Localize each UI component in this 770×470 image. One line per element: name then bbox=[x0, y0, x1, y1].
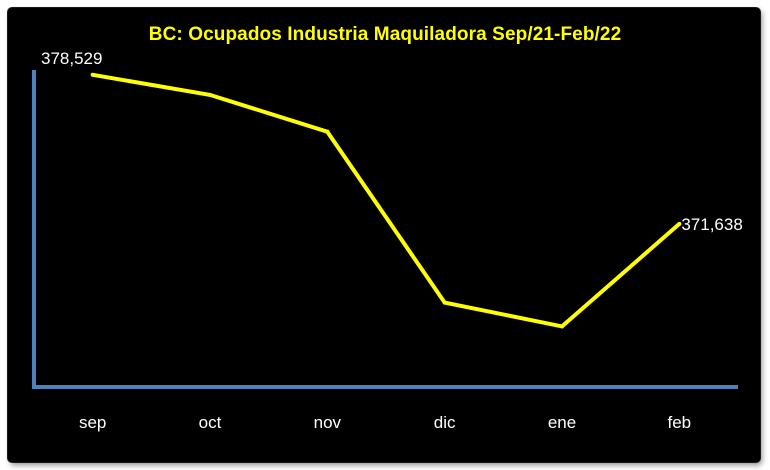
series-line bbox=[92, 72, 681, 329]
x-tick-label: nov bbox=[314, 413, 342, 432]
data-label: 378,529 bbox=[41, 49, 102, 68]
x-tick-label: dic bbox=[434, 413, 456, 432]
x-tick-label: sep bbox=[79, 413, 106, 432]
data-point bbox=[325, 129, 330, 134]
x-tick-label: ene bbox=[548, 413, 576, 432]
data-point bbox=[560, 324, 564, 329]
data-point bbox=[208, 92, 212, 97]
x-tick-label: oct bbox=[199, 413, 222, 432]
data-point bbox=[677, 221, 682, 226]
chart-title: BC: Ocupados Industria Maquiladora Sep/2… bbox=[148, 24, 622, 45]
data-point bbox=[442, 300, 447, 305]
x-tick-label: feb bbox=[668, 413, 692, 432]
data-point bbox=[90, 72, 95, 77]
data-label: 371,638 bbox=[681, 215, 742, 234]
